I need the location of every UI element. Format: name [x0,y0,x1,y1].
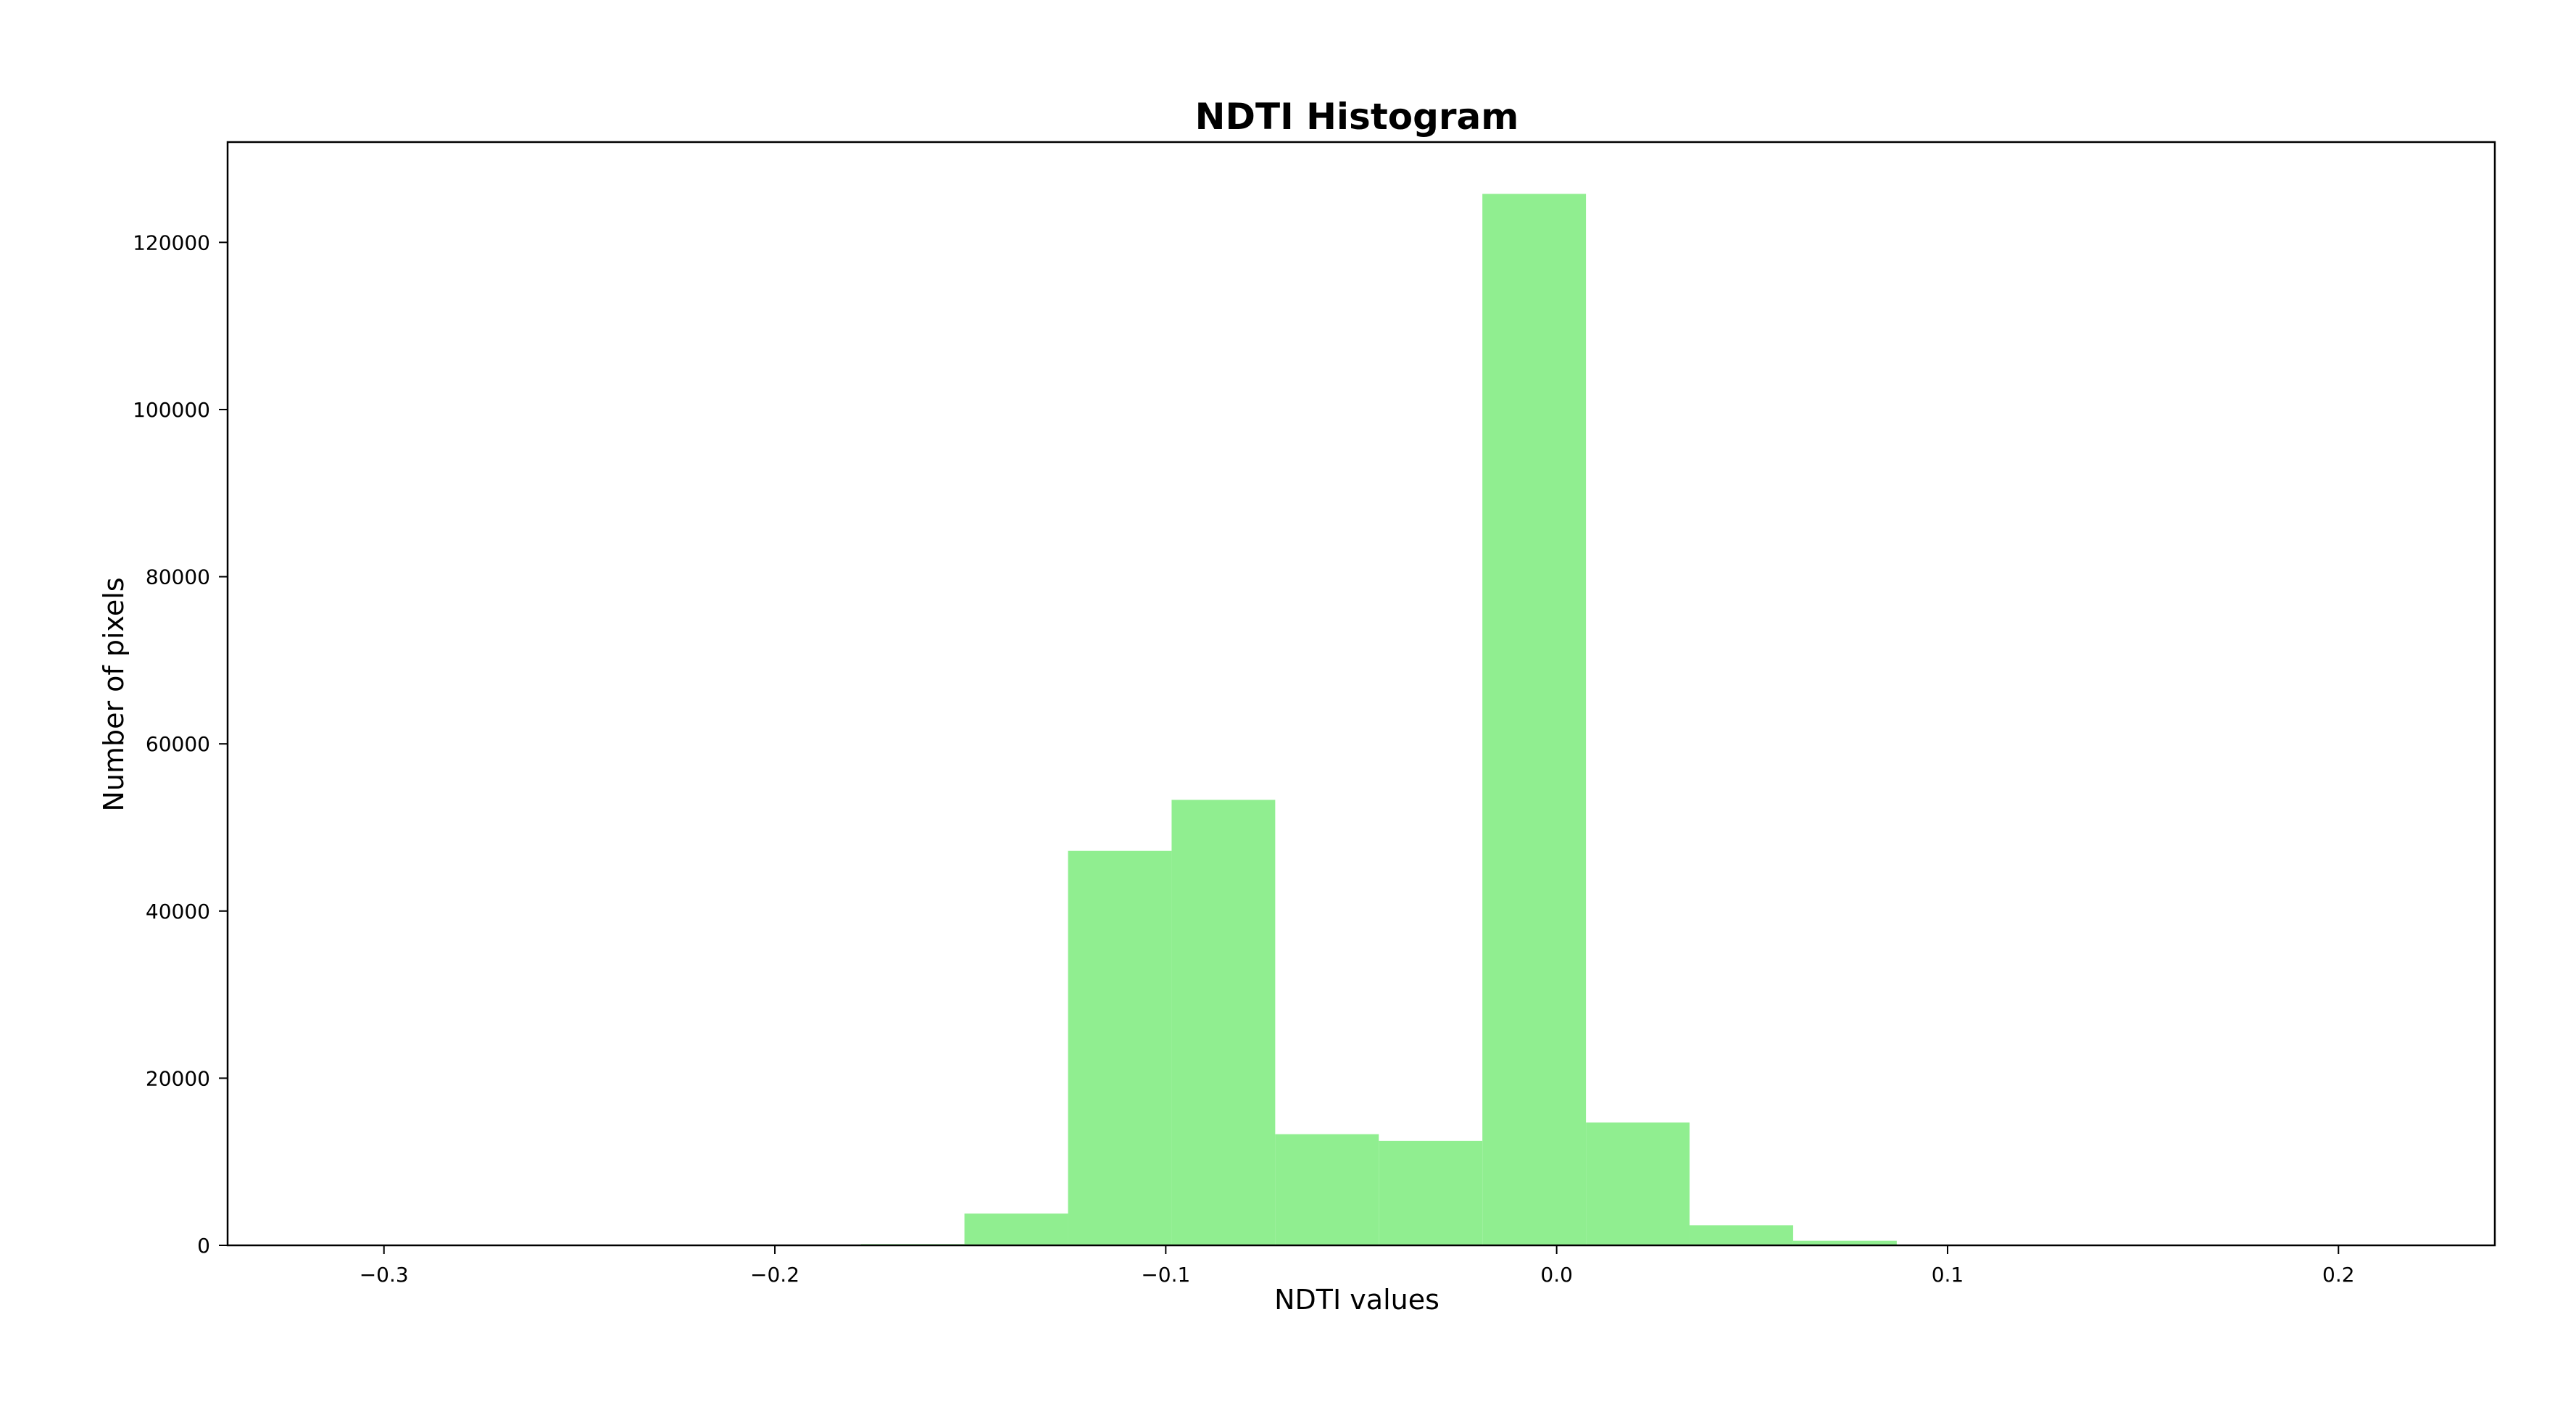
x-tick-label: 0.2 [2322,1263,2355,1287]
plot-area-frame [226,141,2496,1247]
histogram-bar-9 [1690,1225,1793,1245]
histogram-bar-6 [1379,1140,1483,1245]
y-tick-label: 0 [197,1234,210,1258]
histogram-bar-2 [964,1213,1068,1245]
y-tick-label: 100000 [133,398,210,422]
histogram-bar-10 [1792,1240,1897,1245]
y-axis-ticks: 0 20000 40000 60000 80000 100000 120000 [133,231,228,1258]
y-tick-label: 60000 [146,732,210,756]
histogram-bars [757,194,2104,1245]
y-tick-label: 20000 [146,1066,210,1090]
y-tick-label: 120000 [133,231,210,254]
histogram-bar-5 [1275,1134,1379,1245]
x-axis-ticks: −0.3 −0.2 −0.1 0.0 0.1 0.2 [360,1245,2355,1287]
x-tick-label: 0.0 [1540,1263,1573,1287]
histogram-bar-3 [1068,850,1172,1245]
y-axis-label: Number of pixels [98,577,130,811]
histogram-bar-7 [1482,194,1587,1245]
x-tick-label: −0.3 [360,1263,409,1287]
x-tick-label: −0.1 [1141,1263,1190,1287]
y-tick-label: 80000 [146,565,210,589]
y-tick-label: 40000 [146,900,210,924]
histogram-bar-8 [1586,1122,1690,1245]
x-tick-label: −0.2 [750,1263,799,1287]
histogram-bar-4 [1171,800,1276,1245]
x-tick-label: 0.1 [1932,1263,1964,1287]
chart-title: NDTI Histogram [1195,96,1519,138]
x-axis-label: NDTI values [1274,1284,1439,1316]
